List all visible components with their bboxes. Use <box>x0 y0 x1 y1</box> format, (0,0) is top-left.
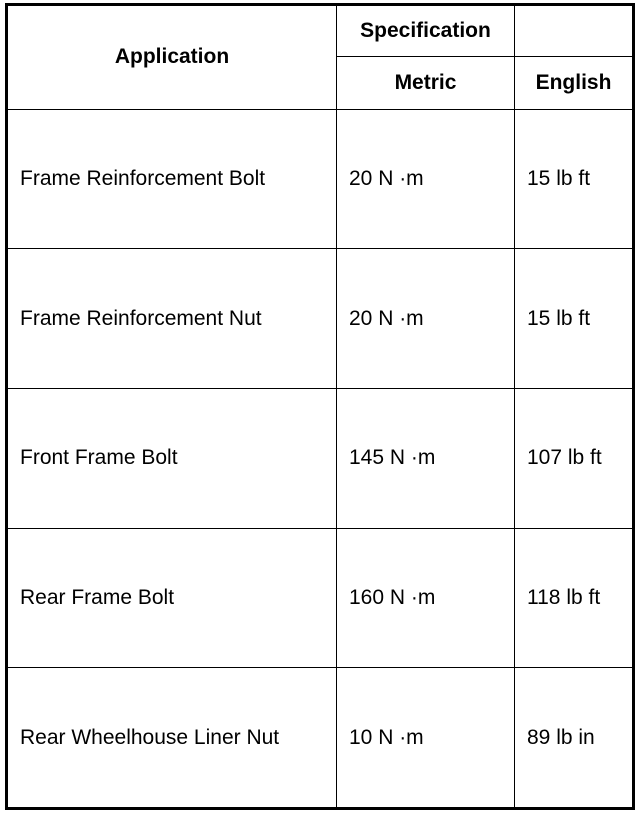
metric-cell: 20 N ·m <box>336 108 515 250</box>
english-cell: 107 lb ft <box>514 387 634 529</box>
metric-cell: 10 N ·m <box>336 667 515 809</box>
metric-header: Metric <box>336 56 515 110</box>
table-row: Frame Reinforcement Bolt 20 N ·m 15 lb f… <box>6 108 634 250</box>
metric-cell: 20 N ·m <box>336 248 515 389</box>
application-cell: Front Frame Bolt <box>6 387 337 529</box>
table-row: Rear Wheelhouse Liner Nut 10 N ·m 89 lb … <box>6 667 634 809</box>
header-row-2: Metric English <box>7 56 634 110</box>
application-cell: Frame Reinforcement Nut <box>6 248 337 389</box>
metric-cell: 145 N ·m <box>336 387 515 529</box>
torque-spec-table: Application Specification Metric English… <box>5 3 635 810</box>
english-cell: 118 lb ft <box>514 527 634 669</box>
table-row: Front Frame Bolt 145 N ·m 107 lb ft <box>6 387 634 529</box>
empty-header-cell <box>514 3 634 58</box>
table-row: Frame Reinforcement Nut 20 N ·m 15 lb ft <box>6 248 634 389</box>
table-row: Rear Frame Bolt 160 N ·m 118 lb ft <box>6 527 634 669</box>
application-cell: Frame Reinforcement Bolt <box>6 108 337 250</box>
english-cell: 15 lb ft <box>514 108 634 250</box>
english-cell: 15 lb ft <box>514 248 634 389</box>
metric-cell: 160 N ·m <box>336 527 515 669</box>
header-row-1: Application Specification <box>6 3 634 110</box>
application-cell: Rear Wheelhouse Liner Nut <box>6 667 337 809</box>
english-cell: 89 lb in <box>514 667 634 809</box>
specification-header: Specification <box>336 3 515 58</box>
english-header: English <box>514 56 634 110</box>
application-cell: Rear Frame Bolt <box>6 527 337 669</box>
application-header: Application <box>6 4 337 110</box>
